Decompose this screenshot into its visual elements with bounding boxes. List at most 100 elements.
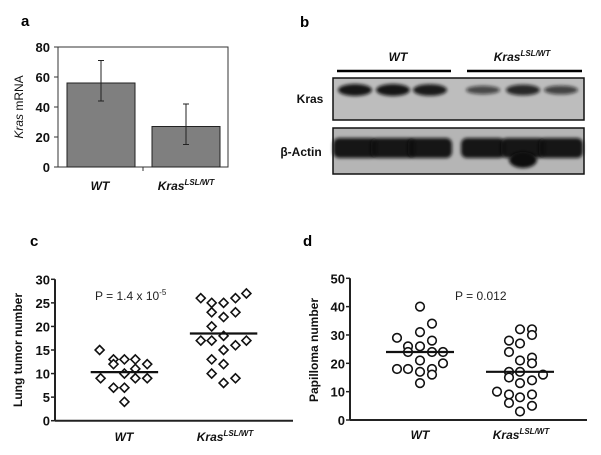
kras-band xyxy=(376,84,410,96)
panel-d-p-value: P = 0.012 xyxy=(455,289,507,303)
panel-d-scatter: Papilloma number P = 0.012 WT KrasLSL/WT… xyxy=(307,271,587,442)
data-point xyxy=(240,334,253,347)
data-point xyxy=(414,327,426,338)
data-point xyxy=(118,367,131,380)
y-tick-label: 40 xyxy=(36,100,50,115)
data-point xyxy=(391,363,403,375)
y-tick-label: 60 xyxy=(36,70,50,85)
data-point xyxy=(526,358,538,369)
actin-band-bulge xyxy=(509,152,537,168)
actin-band xyxy=(333,138,377,158)
blot-membrane-kras xyxy=(332,77,585,121)
data-point xyxy=(93,344,106,356)
y-tick-label: 30 xyxy=(36,272,50,287)
data-point xyxy=(206,367,218,380)
panel-a-y-label: Kras mRNA xyxy=(12,75,26,138)
data-point xyxy=(229,339,242,351)
data-point xyxy=(217,344,230,356)
panel-a-x-label-kras: KrasLSL/WT xyxy=(158,178,216,193)
blot-row-label-actin: β-Actin xyxy=(280,145,321,159)
y-tick-label: 40 xyxy=(331,300,345,315)
data-point xyxy=(514,338,526,349)
data-point xyxy=(514,355,526,366)
data-point xyxy=(206,306,218,318)
y-tick-label: 20 xyxy=(36,319,50,334)
panel-d-y-label: Papilloma number xyxy=(307,298,321,402)
data-point xyxy=(514,406,526,417)
data-point xyxy=(426,318,438,329)
data-point xyxy=(107,382,120,394)
data-point xyxy=(217,311,230,323)
blot-group-label-kras: KrasLSL/WT xyxy=(494,49,552,64)
panel-label-b: b xyxy=(300,14,309,31)
data-point xyxy=(240,287,253,300)
data-point xyxy=(217,358,230,370)
panel-c-x-label-wt: WT xyxy=(115,430,135,444)
y-tick-label: 20 xyxy=(36,130,50,145)
data-point xyxy=(514,378,526,389)
data-point xyxy=(129,372,141,384)
data-point xyxy=(491,386,503,397)
y-tick-label: 50 xyxy=(331,271,345,286)
data-point xyxy=(426,335,438,346)
data-point xyxy=(391,332,403,343)
kras-band xyxy=(544,85,578,95)
data-point xyxy=(118,396,131,408)
data-point xyxy=(229,292,242,304)
panel-label-a: a xyxy=(21,13,30,30)
data-point xyxy=(514,392,526,403)
data-point xyxy=(526,375,538,386)
y-tick-label: 0 xyxy=(43,414,50,429)
kras-band xyxy=(466,85,500,95)
data-point xyxy=(217,297,230,309)
data-point xyxy=(414,341,426,352)
panel-c-p-value: P = 1.4 x 10-5 xyxy=(95,288,167,303)
data-point xyxy=(195,292,207,304)
panel-c-y-label: Lung tumor number xyxy=(11,293,25,407)
data-point xyxy=(217,377,230,389)
y-tick-label: 10 xyxy=(331,385,345,400)
data-point xyxy=(414,378,426,389)
y-tick-label: 80 xyxy=(36,40,50,55)
data-point xyxy=(141,358,153,370)
data-point xyxy=(118,382,131,394)
actin-band xyxy=(371,138,415,158)
kras-band xyxy=(338,84,372,96)
data-point xyxy=(503,346,515,358)
data-point xyxy=(229,306,242,318)
panel-a-bar-chart: Kras mRNA WT KrasLSL/WT 0 20 40 60 80 xyxy=(12,40,229,193)
kras-band xyxy=(506,84,540,96)
data-point xyxy=(94,372,107,384)
data-point xyxy=(206,297,218,309)
data-point xyxy=(503,389,515,400)
data-point xyxy=(414,366,426,377)
actin-band xyxy=(408,138,452,158)
actin-band xyxy=(539,138,583,158)
data-point xyxy=(107,358,120,370)
data-point xyxy=(229,372,242,384)
data-point xyxy=(402,363,414,375)
data-point xyxy=(195,334,207,347)
data-point xyxy=(206,334,218,347)
y-tick-label: 5 xyxy=(43,390,50,405)
y-tick-label: 10 xyxy=(36,367,50,382)
data-point xyxy=(206,320,218,333)
data-point xyxy=(503,372,515,383)
panel-a-x-label-wt: WT xyxy=(91,179,111,193)
data-point xyxy=(526,329,538,341)
data-point xyxy=(118,353,131,366)
panel-b-western-blot: WT KrasLSL/WT Kras β-Actin xyxy=(280,49,585,175)
data-point xyxy=(414,355,426,366)
data-point xyxy=(514,324,526,335)
panel-c-scatter: Lung tumor number P = 1.4 x 10-5 WT Kras… xyxy=(11,272,293,444)
data-point xyxy=(503,397,515,409)
actin-band xyxy=(501,138,545,158)
y-tick-label: 15 xyxy=(36,343,50,358)
data-point xyxy=(426,369,438,380)
y-tick-label: 25 xyxy=(36,296,50,311)
blot-row-label-kras: Kras xyxy=(297,92,324,106)
data-point xyxy=(503,335,515,346)
y-tick-label: 20 xyxy=(331,356,345,371)
data-point xyxy=(206,353,218,366)
